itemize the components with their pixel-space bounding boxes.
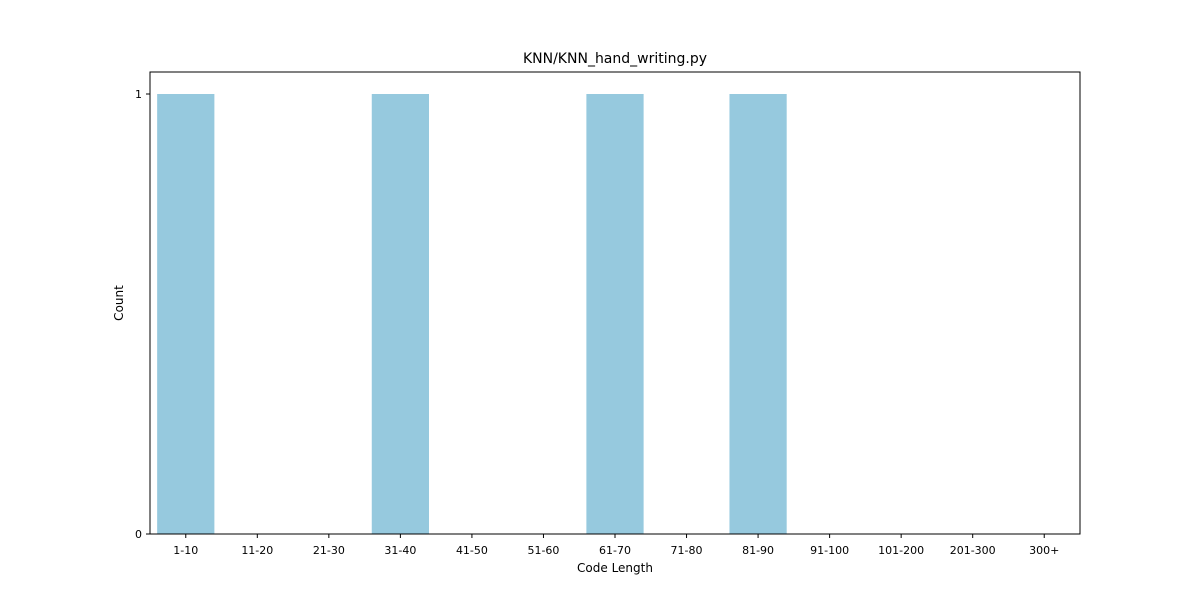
- y-tick-label: 0: [135, 528, 142, 541]
- x-tick-label: 101-200: [878, 544, 924, 557]
- x-tick-label: 71-80: [671, 544, 703, 557]
- bar-1-10: [157, 94, 215, 534]
- x-tick-label: 41-50: [456, 544, 488, 557]
- y-axis-ticks: 01: [135, 88, 150, 541]
- chart-title: KNN/KNN_hand_writing.py: [523, 51, 707, 67]
- x-axis-label: Code Length: [577, 561, 653, 575]
- plot-frame: [149, 71, 1081, 535]
- bars-group: [157, 94, 787, 534]
- x-tick-label: 61-70: [599, 544, 631, 557]
- x-tick-label: 51-60: [527, 544, 559, 557]
- x-tick-label: 11-20: [241, 544, 273, 557]
- y-axis-label: Count: [112, 285, 126, 321]
- x-tick-label: 81-90: [742, 544, 774, 557]
- x-axis-ticks: 1-10 11-20 21-30 31-40 41-50 51-60 61-70 71-80 8…: [173, 534, 1059, 557]
- x-tick-label: 31-40: [384, 544, 416, 557]
- y-tick-label: 1: [135, 88, 142, 101]
- bar-61-70: [586, 94, 644, 534]
- x-tick-label: 201-300: [950, 544, 996, 557]
- bar-31-40: [371, 94, 429, 534]
- bar-81-90: [729, 94, 787, 534]
- x-tick-label: 91-100: [810, 544, 849, 557]
- x-tick-label: 1-10: [173, 544, 198, 557]
- x-tick-label: 21-30: [313, 544, 345, 557]
- x-tick-label: 300+: [1029, 544, 1059, 557]
